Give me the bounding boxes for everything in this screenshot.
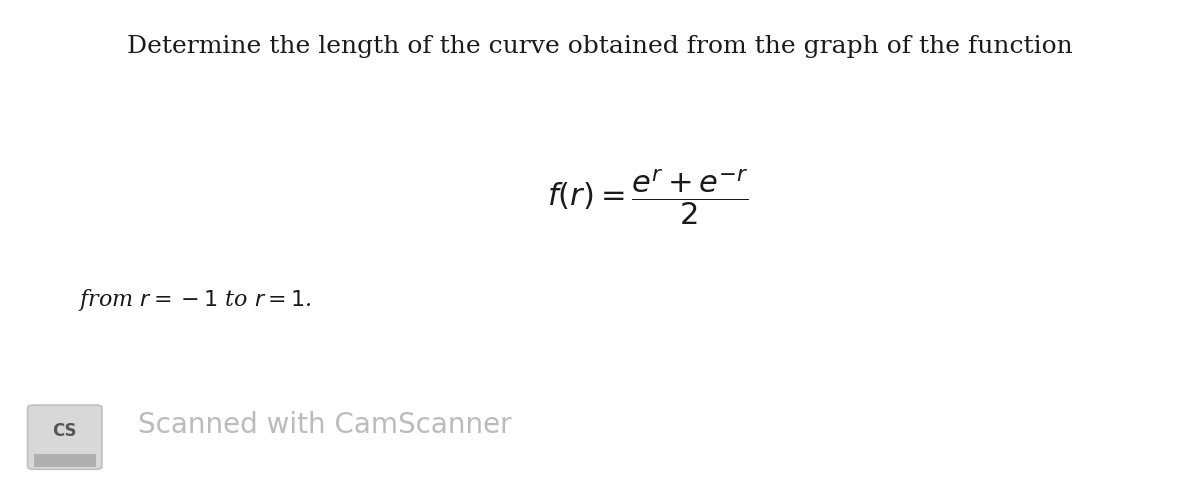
Text: $f(r) = \dfrac{e^{r} + e^{-r}}{2}$: $f(r) = \dfrac{e^{r} + e^{-r}}{2}$: [547, 168, 749, 227]
FancyBboxPatch shape: [28, 405, 102, 469]
Text: Scanned with CamScanner: Scanned with CamScanner: [138, 411, 511, 439]
Text: CS: CS: [53, 422, 77, 440]
Text: Determine the length of the curve obtained from the graph of the function: Determine the length of the curve obtain…: [127, 35, 1073, 58]
FancyBboxPatch shape: [34, 454, 96, 467]
Text: from $r = -1$ to $r = 1$.: from $r = -1$ to $r = 1$.: [78, 287, 312, 313]
